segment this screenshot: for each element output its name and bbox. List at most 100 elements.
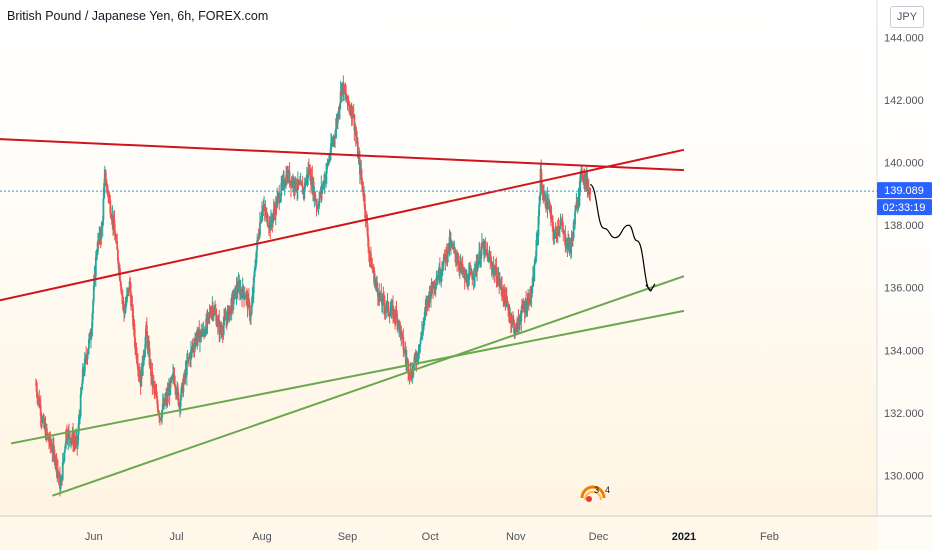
candle-body <box>422 323 425 331</box>
candle-body <box>259 222 261 236</box>
candle-body <box>214 310 217 313</box>
candle-body <box>144 336 147 350</box>
candle-body <box>284 184 287 187</box>
projection-layer <box>589 183 656 292</box>
candle-body <box>441 269 444 272</box>
candle-body <box>421 331 423 333</box>
candle-body <box>443 253 445 262</box>
candle-body <box>427 296 430 298</box>
candle-body <box>334 136 336 138</box>
candle-body <box>125 302 128 307</box>
trendline-rising-resistance[interactable] <box>0 148 685 302</box>
candle-body <box>215 315 218 326</box>
candle-body <box>431 282 434 288</box>
candle-body <box>451 244 454 248</box>
candle-body <box>90 327 93 337</box>
candle-body <box>495 267 498 283</box>
candle-body <box>423 319 425 324</box>
price-axis[interactable] <box>877 0 932 550</box>
candle-body <box>341 83 343 97</box>
candle-body <box>401 333 404 337</box>
candle-body <box>223 317 225 326</box>
candle-body <box>90 336 92 340</box>
candle-body <box>418 343 421 353</box>
candle-body <box>344 91 347 94</box>
candle-body <box>265 212 268 214</box>
candle-body <box>565 246 567 248</box>
candle-body <box>123 312 126 314</box>
trendline-shallow-support[interactable] <box>10 309 685 445</box>
candle-body <box>329 154 332 159</box>
candle-body <box>398 322 401 328</box>
time-axis[interactable] <box>0 517 932 550</box>
candle-body <box>61 462 64 480</box>
candle-body <box>558 225 561 228</box>
candle-body <box>279 195 282 200</box>
candle-body <box>441 271 443 273</box>
candle-body <box>521 304 523 313</box>
candle-body <box>117 261 120 269</box>
trendline-lower-support[interactable] <box>52 275 685 497</box>
candle-body <box>406 359 409 361</box>
candle-body <box>490 261 493 267</box>
candle-body <box>330 143 332 155</box>
candle-body <box>88 339 90 349</box>
candle-body <box>40 416 43 420</box>
candle-body <box>264 210 267 215</box>
candle-body <box>555 231 558 236</box>
candle-body <box>235 285 238 298</box>
candle-body <box>252 277 255 293</box>
candle-body <box>581 175 584 179</box>
candle-body <box>270 216 272 231</box>
candle-body <box>334 128 337 137</box>
candle-body <box>390 310 392 313</box>
candle-body <box>364 209 367 219</box>
candle-body <box>267 224 270 227</box>
candle-body <box>474 263 476 277</box>
candle-body <box>57 469 59 473</box>
candle-body <box>183 373 185 382</box>
candle-body <box>59 485 62 489</box>
candle-body <box>53 449 56 462</box>
candle-body <box>314 199 317 202</box>
candle-body <box>256 237 259 241</box>
candle-body <box>214 312 217 316</box>
candle-body <box>245 294 248 297</box>
candle-body <box>212 306 214 316</box>
candle-body <box>108 197 111 201</box>
candle-body <box>349 109 352 111</box>
tradingview-logo-icon[interactable]: 3 4 <box>580 485 610 502</box>
candle-body <box>203 332 206 336</box>
trendline-upper-resistance[interactable] <box>0 138 684 172</box>
candle-body <box>467 273 470 286</box>
logo-digit-4: 4 <box>605 485 610 495</box>
candle-body <box>387 312 390 315</box>
candle-body <box>518 320 521 322</box>
candle-body <box>403 349 405 352</box>
candle-body <box>402 336 405 350</box>
candle-body <box>205 318 208 334</box>
candle-body <box>263 206 266 211</box>
candle-body <box>415 361 418 363</box>
candle-body <box>156 403 159 412</box>
candle-body <box>243 297 246 299</box>
candle-body <box>146 335 149 349</box>
currency-button[interactable]: JPY <box>890 6 924 28</box>
candle-body <box>157 411 160 414</box>
candle-body <box>328 158 331 160</box>
projection-curve[interactable] <box>589 183 652 292</box>
candle-body <box>471 275 474 280</box>
candle-body <box>221 330 223 334</box>
candle-body <box>407 372 410 375</box>
candle-body <box>280 182 283 196</box>
candle-body <box>114 231 117 240</box>
candle-body <box>261 210 263 217</box>
candle-body <box>366 223 369 236</box>
candle-body <box>514 327 517 333</box>
candle-body <box>336 113 339 124</box>
candle-body <box>273 209 276 212</box>
candle-body <box>395 310 398 314</box>
candle-body <box>219 324 222 333</box>
last-price-value: 139.089 <box>884 185 924 197</box>
